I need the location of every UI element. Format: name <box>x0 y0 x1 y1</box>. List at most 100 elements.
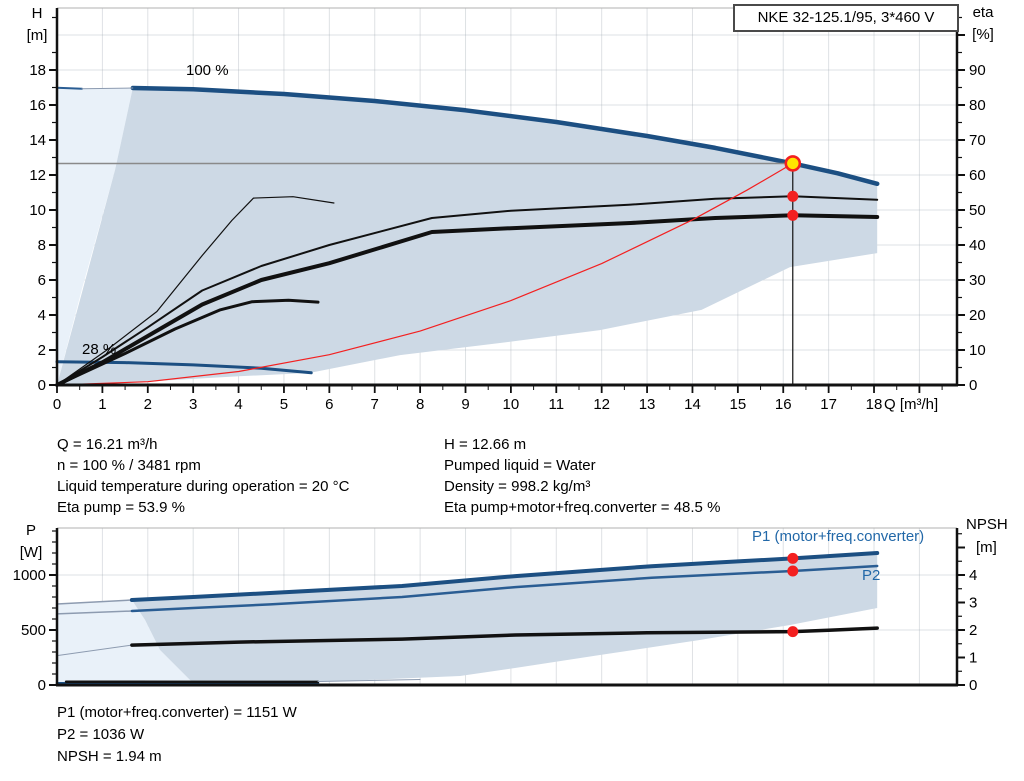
svg-text:3: 3 <box>189 396 197 413</box>
svg-text:2: 2 <box>144 396 152 413</box>
svg-text:500: 500 <box>21 622 46 639</box>
svg-text:10: 10 <box>503 396 520 413</box>
curve-affinity-parabola-to-duty <box>56 162 794 386</box>
duty-flow: Q = 16.21 m³/h <box>57 436 158 453</box>
curve-npsh-low-flow <box>56 644 133 657</box>
curve-p2 <box>130 564 879 613</box>
svg-text:10: 10 <box>29 202 46 219</box>
speed-100-label: 100 % <box>186 62 229 79</box>
duty-dot-marker <box>787 190 799 202</box>
svg-text:9: 9 <box>461 396 469 413</box>
svg-text:30: 30 <box>969 272 986 289</box>
curve-eta-pump-28pct <box>56 196 335 386</box>
svg-text:6: 6 <box>38 272 46 289</box>
pump-title: NKE 32-125.1/95, 3*460 V <box>757 9 935 26</box>
svg-text:13: 13 <box>639 396 656 413</box>
operating-envelope <box>131 553 878 685</box>
duty-eta-total: Eta pump+motor+freq.converter = 48.5 % <box>444 499 721 516</box>
duty-dot-marker <box>787 552 799 564</box>
curve-npsh <box>130 626 879 647</box>
svg-text:2: 2 <box>969 622 977 639</box>
svg-text:12: 12 <box>593 396 610 413</box>
svg-text:3: 3 <box>969 595 977 612</box>
svg-text:1000: 1000 <box>13 567 46 584</box>
eta-axis-title: eta <box>972 4 994 21</box>
eta-axis-unit: [%] <box>972 26 994 43</box>
curve-p-28pct-faint <box>317 679 421 682</box>
duty-npsh: NPSH = 1.94 m <box>57 748 162 765</box>
svg-text:0: 0 <box>38 377 46 394</box>
svg-text:11: 11 <box>549 396 565 413</box>
chart-power-npsh: 0 500 1000 0 1 2 3 4 <box>13 527 977 694</box>
svg-text:60: 60 <box>969 167 986 184</box>
curve-eta-pump-motor-freq <box>55 213 880 387</box>
svg-text:40: 40 <box>969 237 986 254</box>
p-axis-unit: [W] <box>19 544 43 561</box>
curve-eta-pump <box>56 195 879 386</box>
curve-head-100pct <box>130 85 880 187</box>
svg-text:16: 16 <box>775 396 792 413</box>
curve-head-100pct-low-flow <box>56 86 83 90</box>
q-axis-unit: Q [m³/h] <box>884 396 939 413</box>
svg-text:0: 0 <box>969 377 977 394</box>
duty-liquid: Pumped liquid = Water <box>444 457 596 474</box>
duty-dot-marker <box>787 626 799 638</box>
svg-text:0: 0 <box>38 677 46 694</box>
svg-text:14: 14 <box>29 132 46 149</box>
p2-curve-label: P2 <box>862 567 881 584</box>
svg-text:7: 7 <box>371 396 379 413</box>
svg-text:5: 5 <box>280 396 288 413</box>
p-axis-title: P <box>25 522 36 539</box>
svg-text:0: 0 <box>969 677 977 694</box>
operating-envelope <box>57 88 878 385</box>
npsh-axis-unit: [m] <box>976 539 997 556</box>
h-axis-unit: [m] <box>26 27 48 44</box>
p1-curve-label: P1 (motor+freq.converter) <box>752 528 925 545</box>
svg-text:1: 1 <box>969 650 977 667</box>
svg-text:4: 4 <box>234 396 242 413</box>
svg-text:14: 14 <box>684 396 701 413</box>
svg-text:6: 6 <box>325 396 333 413</box>
duty-dot-marker <box>787 565 799 577</box>
duty-liquid-temp: Liquid temperature during operation = 20… <box>57 478 350 495</box>
duty-p1: P1 (motor+freq.converter) = 1151 W <box>57 704 297 721</box>
curve-eta-total-28pct <box>55 298 320 387</box>
duty-density: Density = 998.2 kg/m³ <box>444 478 591 495</box>
curve-p1-low-flow <box>56 599 133 605</box>
svg-text:15: 15 <box>730 396 747 413</box>
pump-title-box: NKE 32-125.1/95, 3*460 V <box>733 4 959 32</box>
curve-head-100pct-low-flow-faint <box>81 87 134 90</box>
svg-text:16: 16 <box>29 97 46 114</box>
duty-eta-pump: Eta pump = 53.9 % <box>57 499 185 516</box>
svg-text:10: 10 <box>969 342 986 359</box>
svg-text:4: 4 <box>38 307 46 324</box>
svg-text:17: 17 <box>820 396 837 413</box>
svg-text:0: 0 <box>53 396 61 413</box>
curve-p1-motor-freq-converter <box>129 551 880 602</box>
svg-text:18: 18 <box>29 62 46 79</box>
svg-text:1: 1 <box>98 396 106 413</box>
svg-text:90: 90 <box>969 62 986 79</box>
svg-text:50: 50 <box>969 202 986 219</box>
speed-28-label: 28 % <box>82 341 117 358</box>
duty-p2: P2 = 1036 W <box>57 726 145 743</box>
svg-text:20: 20 <box>969 307 986 324</box>
svg-text:12: 12 <box>29 167 46 184</box>
npsh-axis-title: NPSH <box>966 516 1008 533</box>
duty-dot-marker <box>787 209 799 221</box>
envelope-below-min-flow <box>57 88 133 385</box>
h-axis-title: H <box>31 5 43 22</box>
envelope-below-min-flow <box>57 600 195 685</box>
curve-p2-low-flow <box>56 610 133 615</box>
svg-text:8: 8 <box>38 237 46 254</box>
svg-text:18: 18 <box>866 396 883 413</box>
duty-point-marker <box>784 155 802 172</box>
svg-text:80: 80 <box>969 97 986 114</box>
svg-text:70: 70 <box>969 132 986 149</box>
svg-text:4: 4 <box>969 567 977 584</box>
svg-text:2: 2 <box>38 342 46 359</box>
duty-head: H = 12.66 m <box>444 436 527 453</box>
